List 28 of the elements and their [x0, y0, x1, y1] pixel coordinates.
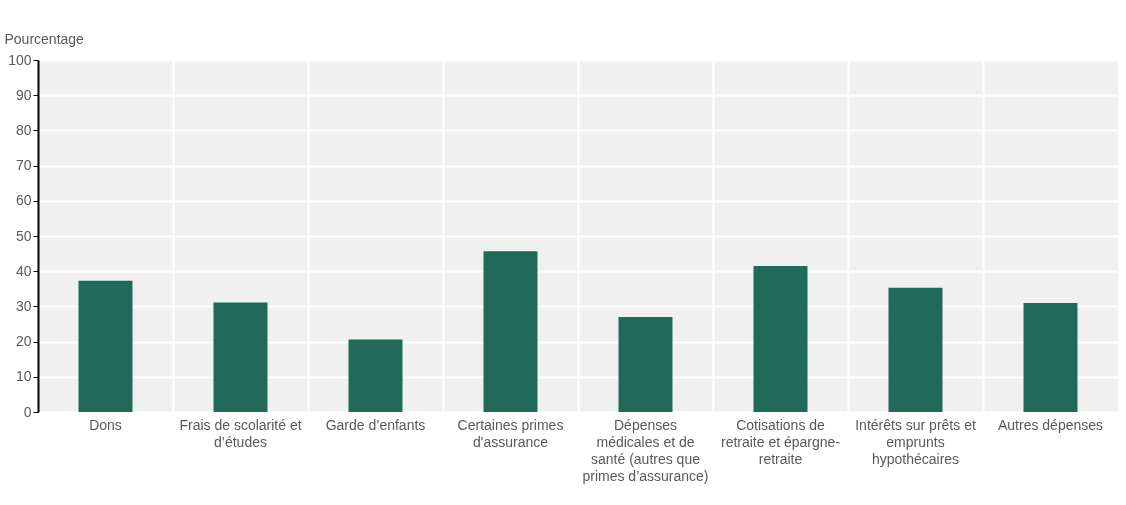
bar — [348, 339, 403, 412]
y-axis-title: Pourcentage — [4, 30, 85, 47]
y-tick-label: 10 — [15, 368, 32, 385]
x-tick-label: Autres dépenses — [997, 416, 1104, 433]
bar — [1023, 302, 1078, 412]
x-tick-label: Dépenses médicales et de santé (autres que primes d’assurance) — [582, 416, 709, 484]
y-tick-label: 90 — [15, 86, 32, 103]
x-tick-label: Dons — [89, 416, 122, 433]
y-tick-label: 30 — [15, 297, 32, 314]
x-tick-label: Certaines primes d'assurance — [457, 416, 564, 450]
y-tick-label: 100 — [8, 51, 32, 68]
bar — [483, 251, 538, 412]
x-tick-label: Intérêts sur prêts et emprunts hypothécaires — [855, 416, 976, 467]
y-tick-label: 20 — [15, 333, 32, 350]
bar — [618, 316, 673, 412]
bar — [78, 280, 133, 412]
y-tick-label: 80 — [15, 121, 32, 138]
y-tick-label: 70 — [15, 157, 32, 174]
y-tick-label: 40 — [15, 262, 32, 279]
y-tick-label: 0 — [23, 403, 32, 420]
x-tick-label: Cotisations de retraite et épargne-retraite — [720, 416, 841, 467]
bar — [753, 265, 808, 412]
y-tick-label: 60 — [15, 192, 32, 209]
bar — [213, 302, 268, 412]
x-tick-label: Frais de scolarité et d’études — [179, 416, 302, 450]
x-tick-label: Garde d’enfants — [325, 416, 426, 433]
bar — [888, 287, 943, 412]
y-tick-label: 50 — [15, 227, 32, 244]
